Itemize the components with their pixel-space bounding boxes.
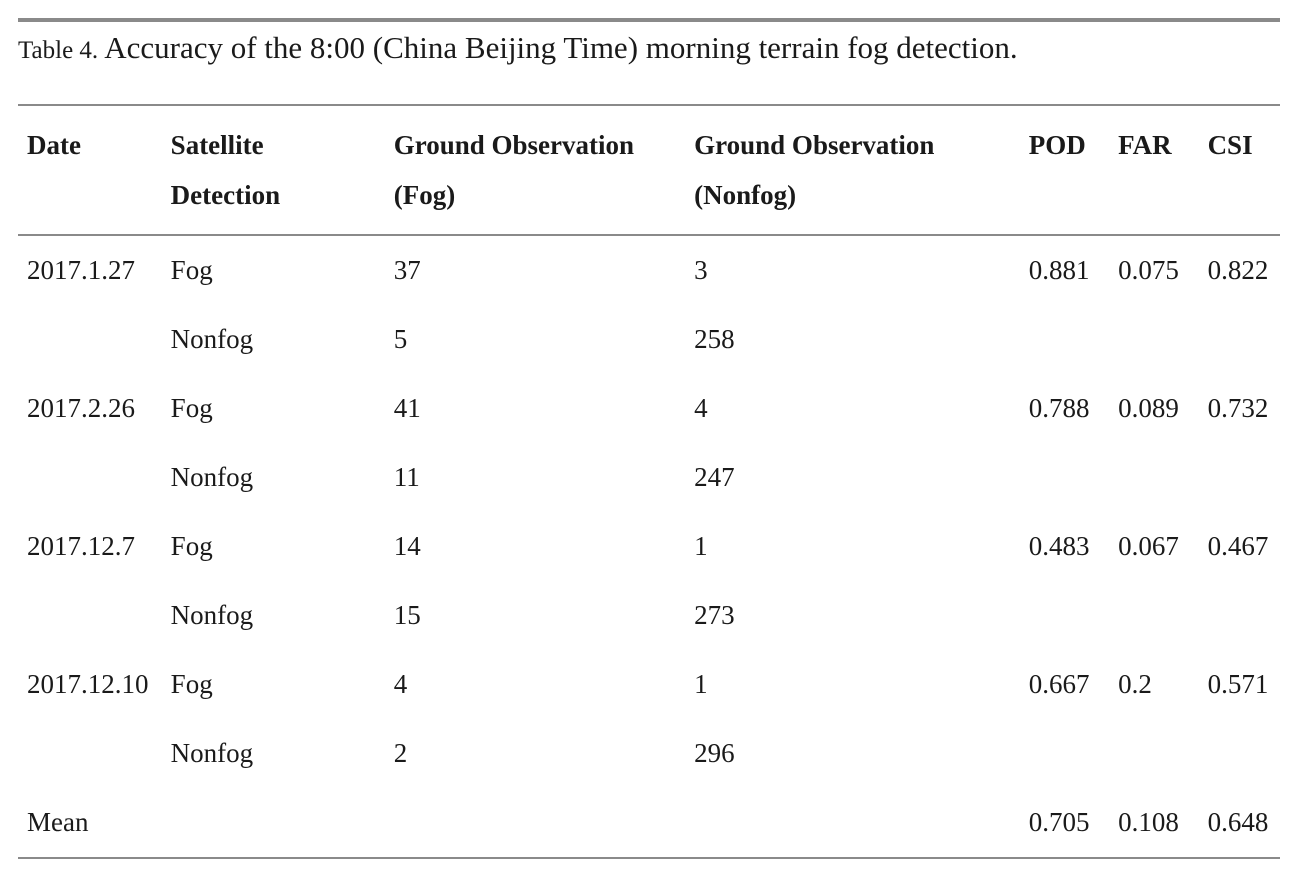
cell-ground-fog: 15 <box>393 600 421 630</box>
cell-far: 0.089 <box>1118 393 1179 423</box>
cell-ground-nonfog: 1 <box>694 531 708 561</box>
caption-label: Table 4. <box>18 37 99 64</box>
cell-pod: 0.705 <box>1028 807 1090 837</box>
cell-pod: 0.881 <box>1028 255 1090 285</box>
header-pod-label: POD <box>1028 130 1086 160</box>
cell-far: 0.108 <box>1118 807 1179 837</box>
cell-far: 0.067 <box>1118 531 1179 561</box>
header-satellite-detection: Satellite Detection <box>162 105 385 235</box>
cell-pod: 0.483 <box>1028 531 1090 561</box>
header-csi-label: CSI <box>1207 130 1253 160</box>
cell-csi: 0.732 <box>1207 393 1269 423</box>
cell-date <box>18 443 162 512</box>
table-row-mean: Mean 0.705 0.108 0.648 <box>18 788 1280 858</box>
cell-csi: 0.571 <box>1207 669 1269 699</box>
cell-ground-nonfog: 4 <box>694 393 708 423</box>
cell-satellite: Nonfog <box>170 738 254 768</box>
cell-pod: 0.667 <box>1028 669 1090 699</box>
header-ground-nonfog-line2: (Nonfog) <box>694 180 797 210</box>
table-row: 2017.2.26 Fog 41 4 0.788 0.089 0.732 <box>18 374 1280 443</box>
cell-pod <box>1020 443 1109 512</box>
cell-date: 2017.2.26 <box>27 393 135 423</box>
cell-satellite: Fog <box>170 393 213 423</box>
table-body: 2017.1.27 Fog 37 3 0.881 0.075 0.822 Non… <box>18 235 1280 858</box>
header-row: Date Satellite Detection Ground Observati… <box>18 105 1280 235</box>
table-header: Date Satellite Detection Ground Observati… <box>18 105 1280 235</box>
cell-date <box>18 305 162 374</box>
cell-date: 2017.12.10 <box>27 669 149 699</box>
cell-ground-fog: 5 <box>393 324 408 354</box>
table-caption: Table 4. Accuracy of the 8:00 (China Bei… <box>18 28 1018 71</box>
cell-ground-fog: 11 <box>393 462 420 492</box>
table-row: Nonfog 15 273 <box>18 581 1280 650</box>
cell-ground-nonfog: 273 <box>694 600 735 630</box>
cell-far: 0.2 <box>1118 669 1152 699</box>
cell-ground-fog: 2 <box>393 738 408 768</box>
header-ground-fog-line1: Ground Observation <box>393 130 635 160</box>
cell-ground-nonfog: 258 <box>694 324 735 354</box>
cell-ground-fog <box>385 788 685 858</box>
cell-far <box>1109 443 1198 512</box>
table-row: Nonfog 11 247 <box>18 443 1280 512</box>
cell-far <box>1109 305 1198 374</box>
header-ground-nonfog: Ground Observation (Nonfog) <box>685 105 1020 235</box>
cell-date <box>18 581 162 650</box>
cell-ground-fog: 41 <box>393 393 421 423</box>
accuracy-table: Date Satellite Detection Ground Observati… <box>18 104 1280 859</box>
table-row: 2017.12.7 Fog 14 1 0.483 0.067 0.467 <box>18 512 1280 581</box>
cell-ground-nonfog: 247 <box>694 462 735 492</box>
cell-csi: 0.467 <box>1207 531 1269 561</box>
header-ground-nonfog-line1: Ground Observation <box>694 130 935 160</box>
cell-date: Mean <box>27 807 89 837</box>
header-csi: CSI <box>1199 105 1280 235</box>
table-row: 2017.12.10 Fog 4 1 0.667 0.2 0.571 <box>18 650 1280 719</box>
table-row: Nonfog 5 258 <box>18 305 1280 374</box>
cell-csi <box>1199 719 1280 788</box>
cell-pod <box>1020 719 1109 788</box>
cell-far: 0.075 <box>1118 255 1179 285</box>
cell-csi <box>1199 581 1280 650</box>
cell-satellite: Fog <box>170 531 213 561</box>
header-pod: POD <box>1020 105 1109 235</box>
header-satellite-line2: Detection <box>170 180 281 210</box>
header-ground-fog-line2: (Fog) <box>393 180 456 210</box>
table-row: 2017.1.27 Fog 37 3 0.881 0.075 0.822 <box>18 235 1280 305</box>
cell-pod <box>1020 305 1109 374</box>
cell-pod <box>1020 581 1109 650</box>
cell-satellite: Nonfog <box>170 600 254 630</box>
cell-satellite: Fog <box>170 669 213 699</box>
cell-date: 2017.1.27 <box>27 255 135 285</box>
cell-satellite: Fog <box>170 255 213 285</box>
cell-ground-fog: 37 <box>393 255 421 285</box>
header-far-label: FAR <box>1118 130 1172 160</box>
header-far: FAR <box>1109 105 1198 235</box>
cell-pod: 0.788 <box>1028 393 1090 423</box>
header-satellite-line1: Satellite <box>170 130 264 160</box>
header-date-label: Date <box>27 130 81 160</box>
cell-satellite <box>162 788 385 858</box>
cell-ground-fog: 4 <box>393 669 408 699</box>
cell-csi <box>1199 305 1280 374</box>
cell-ground-nonfog: 3 <box>694 255 708 285</box>
cell-far <box>1109 719 1198 788</box>
table-row: Nonfog 2 296 <box>18 719 1280 788</box>
cell-csi: 0.822 <box>1207 255 1269 285</box>
cell-ground-nonfog: 1 <box>694 669 708 699</box>
cell-csi: 0.648 <box>1207 807 1269 837</box>
cell-ground-fog: 14 <box>393 531 421 561</box>
cell-date <box>18 719 162 788</box>
cell-csi <box>1199 443 1280 512</box>
cell-satellite: Nonfog <box>170 462 254 492</box>
cell-satellite: Nonfog <box>170 324 254 354</box>
cell-far <box>1109 581 1198 650</box>
cell-ground-nonfog <box>685 788 1020 858</box>
header-date: Date <box>18 105 162 235</box>
top-rule <box>18 18 1280 22</box>
header-ground-fog: Ground Observation (Fog) <box>385 105 685 235</box>
caption-text: Accuracy of the 8:00 (China Beijing Time… <box>104 30 1018 65</box>
cell-date: 2017.12.7 <box>27 531 135 561</box>
cell-ground-nonfog: 296 <box>694 738 735 768</box>
